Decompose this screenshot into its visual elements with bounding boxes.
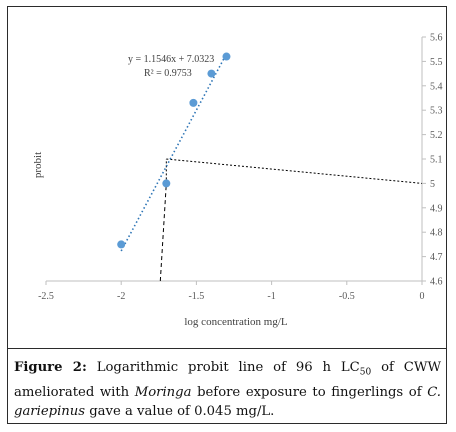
trendline-r-squared: R² = 0.9753: [144, 68, 192, 79]
lc50-horizontal-guide: [166, 158, 423, 184]
lc50-guide-lines: [159, 158, 423, 282]
caption-text-4: gave a value of 0.045 mg/L.: [85, 403, 275, 419]
caption-text-1: Logarithmic probit line of 96 h LC: [86, 360, 360, 375]
lc50-vertical-guide: [159, 183, 167, 282]
x-tick-label: -0.5: [339, 291, 355, 302]
y-tick-labels: 4.6 4.7 4.8 4.9 5 5.1 5.2 5.3 5.4 5.5 5.6: [422, 33, 443, 288]
caption-label: Figure 2:: [14, 360, 87, 375]
y-tick-label: 4.6: [430, 277, 443, 288]
y-tick-label: 5.1: [430, 155, 443, 166]
x-tick-label: -1.5: [188, 291, 204, 302]
x-tick-labels: -2.5 -2 -1.5 -1 -0.5 0: [38, 281, 425, 302]
data-point: [117, 240, 126, 249]
y-tick-label: 5.3: [430, 106, 443, 117]
data-point: [207, 69, 216, 78]
trendline-equation: y = 1.1546x + 7.0323: [128, 54, 214, 65]
caption-text-2: of CWW ameliorated with: [14, 360, 442, 400]
figure-frame: [7, 6, 447, 424]
x-tick-label: 0: [420, 291, 425, 302]
caption-divider: [7, 348, 447, 349]
figure-caption: Figure 2: Logarithmic probit line of 96 …: [14, 358, 441, 421]
caption-text-3: before exposure to fingerlings of: [191, 384, 428, 400]
caption-italic-moringa: Moringa: [134, 384, 192, 400]
y-tick-label: 4.8: [430, 228, 443, 239]
y-tick-label: 5.6: [430, 33, 443, 44]
caption-italic-species: C. gariepinus: [14, 384, 441, 419]
y-tick-label: 4.7: [430, 252, 443, 263]
y-tick-label: 5.5: [430, 57, 443, 68]
y-tick-label: 5: [430, 179, 435, 190]
x-tick-label: -2.5: [38, 291, 54, 302]
y-tick-label: 5.2: [430, 130, 443, 141]
trendline: [120, 53, 228, 252]
caption-subscript: 50: [359, 367, 372, 378]
data-point: [162, 179, 171, 188]
linear-trendline: [120, 53, 228, 252]
data-points: [117, 52, 231, 249]
y-tick-label: 5.4: [430, 81, 443, 92]
probit-chart: -2.5 -2 -1.5 -1 -0.5 0 4.6 4.7 4.8 4.9 5 5.1 5.2 5.3…: [32, 33, 443, 329]
data-point: [189, 98, 198, 107]
x-axis-title: log concentration mg/L: [184, 316, 288, 328]
y-tick-label: 4.9: [430, 203, 443, 214]
data-point: [222, 52, 231, 61]
x-tick-label: -2: [117, 291, 125, 302]
y-axis-title: probit: [32, 152, 44, 178]
x-tick-label: -1: [267, 291, 275, 302]
